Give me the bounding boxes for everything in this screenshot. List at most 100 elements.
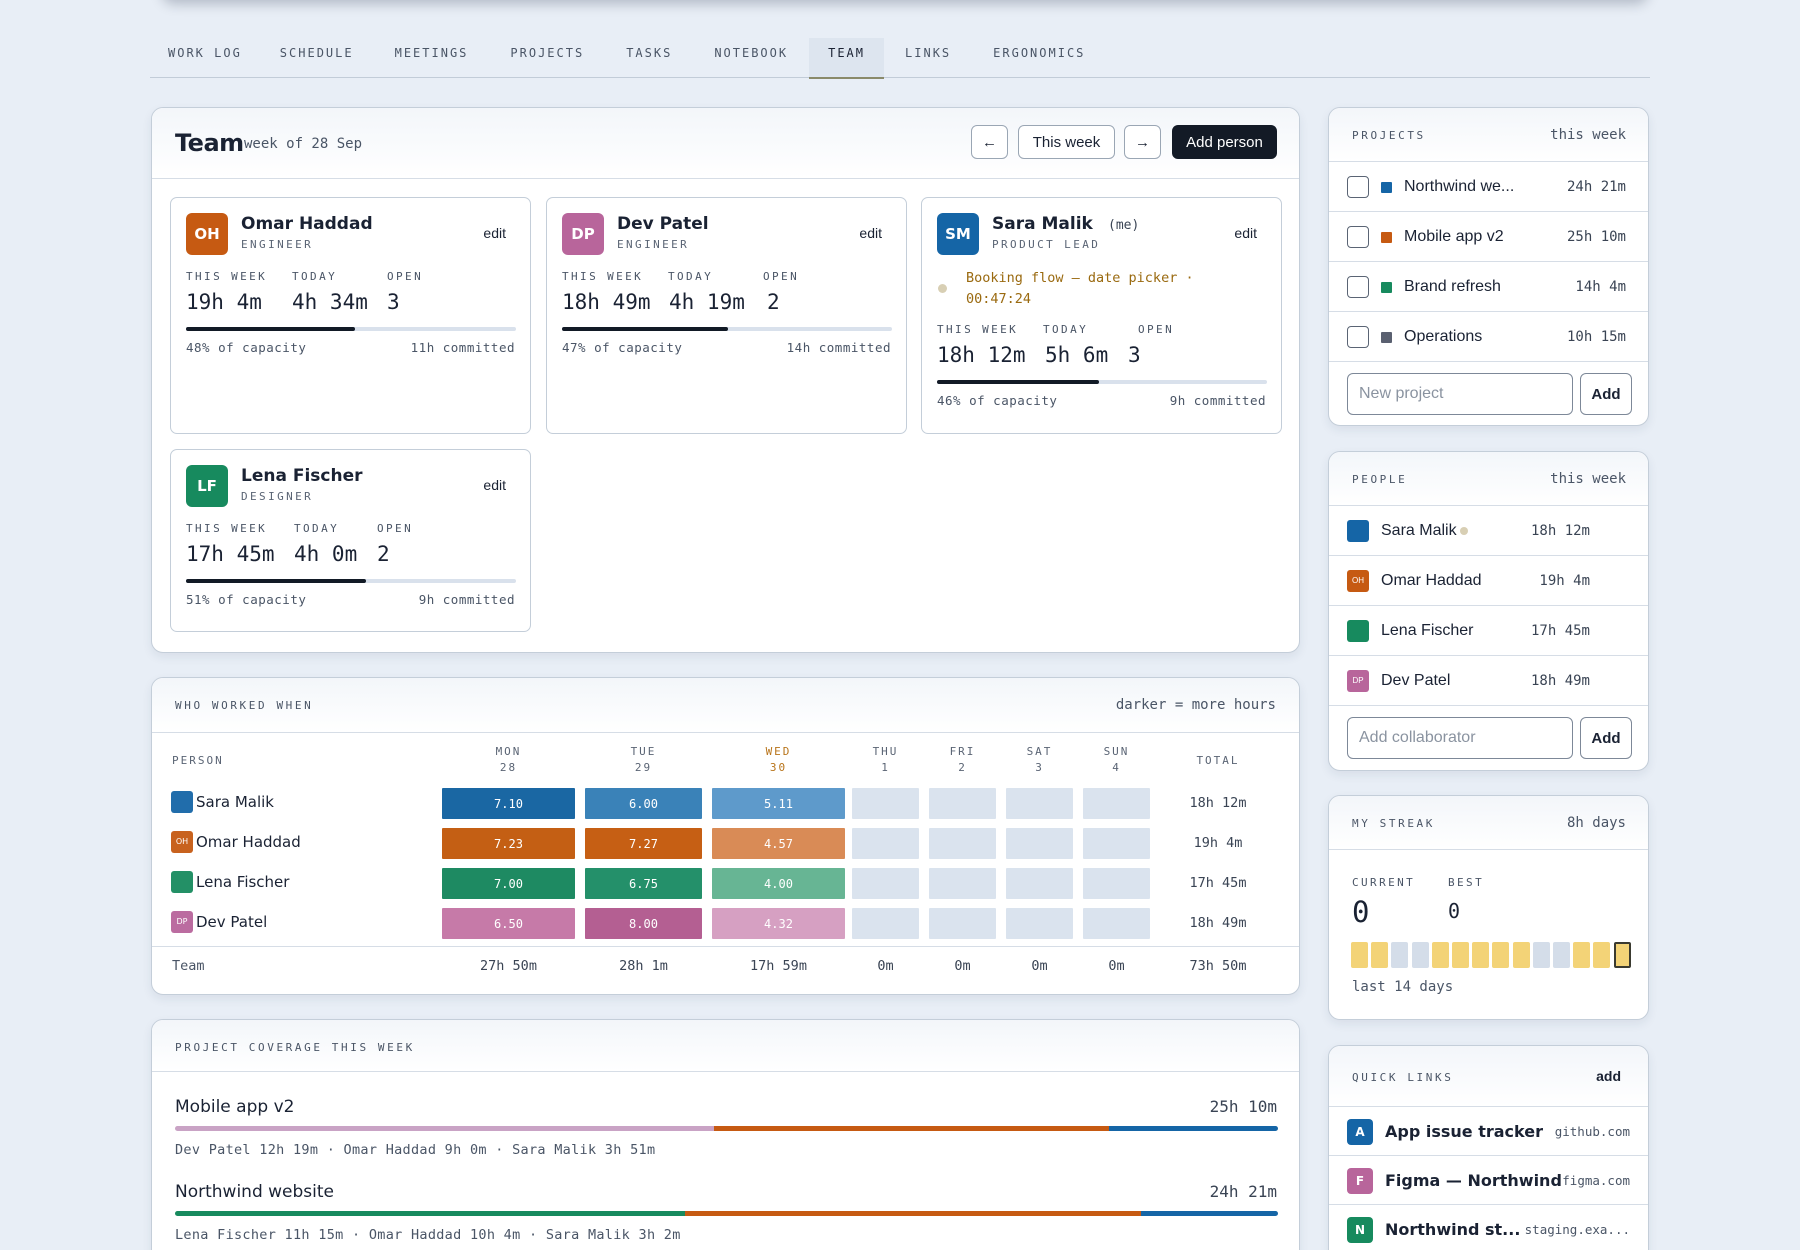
add-person-button[interactable]: Add person [1172,125,1277,159]
project-name: Mobile app v2 [1404,228,1504,245]
project-checkbox[interactable] [1347,176,1369,198]
quick-link[interactable]: F Figma — Northwind figma.com [1329,1157,1648,1205]
project-name: Northwind we... [1404,178,1515,195]
heatmap-cell[interactable] [852,828,919,859]
streak-title: MY STREAK [1352,817,1436,830]
this-week-button[interactable]: This week [1018,125,1115,159]
heatmap-cell[interactable]: 6.50 [442,908,575,939]
heatmap-cell[interactable] [1006,828,1073,859]
streak-sub: 8h days [1566,815,1626,831]
prev-week-button[interactable]: ← [971,125,1008,159]
edit-person-button[interactable]: edit [1234,225,1257,241]
project-checkbox[interactable] [1347,276,1369,298]
coverage-bar-segment [714,1126,1110,1131]
quick-link[interactable]: A App issue tracker github.com [1329,1108,1648,1156]
tab-notebook[interactable]: NOTEBOOK [714,46,789,60]
tab-projects[interactable]: PROJECTS [510,46,585,60]
heatmap-cell[interactable]: 7.10 [442,788,575,819]
heatmap-cell[interactable]: 6.00 [585,788,702,819]
person-role: DESIGNER [241,490,314,503]
heatmap-cell[interactable] [1006,788,1073,819]
streak-day [1431,942,1449,968]
stat-today-value: 5h 6m [1045,343,1109,367]
person-avatar: OH [186,213,228,255]
heatmap-total-header: TOTAL [1196,754,1240,767]
heatmap-cell[interactable] [929,828,996,859]
heatmap-cell[interactable]: 4.00 [712,868,845,899]
heatmap-day-header: WED 30 [712,744,845,776]
heatmap-day-total: 0m [877,958,894,974]
heatmap-cell[interactable] [1083,868,1150,899]
heatmap-cell[interactable]: 5.11 [712,788,845,819]
project-row[interactable]: Operations 10h 15m [1329,313,1648,362]
current-task[interactable]: Booking flow — date picker · [966,270,1194,286]
stat-week-value: 19h 4m [186,290,262,314]
heatmap-row-total: 19h 4m [1193,835,1243,851]
heatmap-cell[interactable]: 8.00 [585,908,702,939]
tab-work-log[interactable]: WORK LOG [168,46,242,60]
stat-open-value: 3 [1128,343,1141,367]
day-number: 2 [958,761,967,774]
person-card: SM Sara Malik (me) PRODUCT LEAD edit Booking … [921,197,1282,434]
quick-link[interactable]: N Northwind st... staging.exa... [1329,1206,1648,1250]
heatmap-cell[interactable] [1006,868,1073,899]
people-row[interactable]: Lena Fischer 17h 45m [1329,607,1648,656]
project-checkbox[interactable] [1347,226,1369,248]
tab-links[interactable]: LINKS [905,46,952,60]
tab-meetings[interactable]: MEETINGS [394,46,469,60]
heatmap-cell[interactable] [929,908,996,939]
heatmap-cell[interactable] [1083,908,1150,939]
heatmap-cell[interactable] [929,868,996,899]
heatmap-cell[interactable]: 4.57 [712,828,845,859]
heatmap-day-total: 0m [1108,958,1125,974]
add-collaborator-button[interactable]: Add [1580,717,1632,759]
people-row[interactable]: Sara Malik 18h 12m [1329,507,1648,556]
tab-team[interactable]: TEAM [809,38,885,79]
heatmap-cell[interactable] [852,908,919,939]
project-row[interactable]: Brand refresh 14h 4m [1329,263,1648,312]
stat-week-value: 17h 45m [186,542,275,566]
day-number: 28 [499,761,518,774]
heatmap-cell[interactable]: 7.23 [442,828,575,859]
heatmap-cell[interactable] [1083,788,1150,819]
new-project-input[interactable]: New project [1347,373,1573,415]
add-project-button[interactable]: Add [1580,373,1632,415]
project-checkbox[interactable] [1347,326,1369,348]
edit-person-button[interactable]: edit [859,225,882,241]
next-week-button[interactable]: → [1124,125,1161,159]
person-color-swatch: DP [171,911,193,933]
quick-link-icon: F [1347,1167,1373,1194]
people-row[interactable]: DP Dev Patel 18h 49m [1329,657,1648,706]
heatmap-cell[interactable] [1083,828,1150,859]
day-name: THU [872,745,899,758]
people-time: 19h 4m [1539,573,1590,589]
tab-tasks[interactable]: TASKS [626,46,673,60]
day-name: TUE [630,745,657,758]
heatmap-cell[interactable]: 6.75 [585,868,702,899]
heatmap-cell[interactable]: 7.00 [442,868,575,899]
person-name: Lena Fischer [241,466,363,486]
streak-day [1371,942,1389,968]
quick-links-add[interactable]: add [1596,1068,1621,1084]
project-row[interactable]: Northwind we... 24h 21m [1329,163,1648,212]
committed-text: 11h committed [410,340,515,355]
people-time: 18h 49m [1530,673,1590,689]
heatmap-cell[interactable] [929,788,996,819]
project-color-dot [1381,331,1392,343]
people-row[interactable]: OH Omar Haddad 19h 4m [1329,557,1648,606]
edit-person-button[interactable]: edit [483,477,506,493]
person-name: Lena Fischer [196,873,290,891]
project-row[interactable]: Mobile app v2 25h 10m [1329,213,1648,262]
edit-person-button[interactable]: edit [483,225,506,241]
tab-ergonomics[interactable]: ERGONOMICS [993,46,1086,60]
heatmap-cell[interactable]: 4.32 [712,908,845,939]
coverage-breakdown: Lena Fischer 11h 15m · Omar Haddad 10h 4… [175,1227,681,1243]
tab-schedule[interactable]: SCHEDULE [279,46,354,60]
heatmap-cell[interactable] [852,788,919,819]
add-collaborator-input[interactable]: Add collaborator [1347,717,1573,759]
heatmap-cell[interactable]: 7.27 [585,828,702,859]
people-name: Sara Malik [1381,522,1457,539]
heatmap-cell[interactable] [1006,908,1073,939]
stat-label-week: THIS WEEK [562,270,644,283]
heatmap-cell[interactable] [852,868,919,899]
